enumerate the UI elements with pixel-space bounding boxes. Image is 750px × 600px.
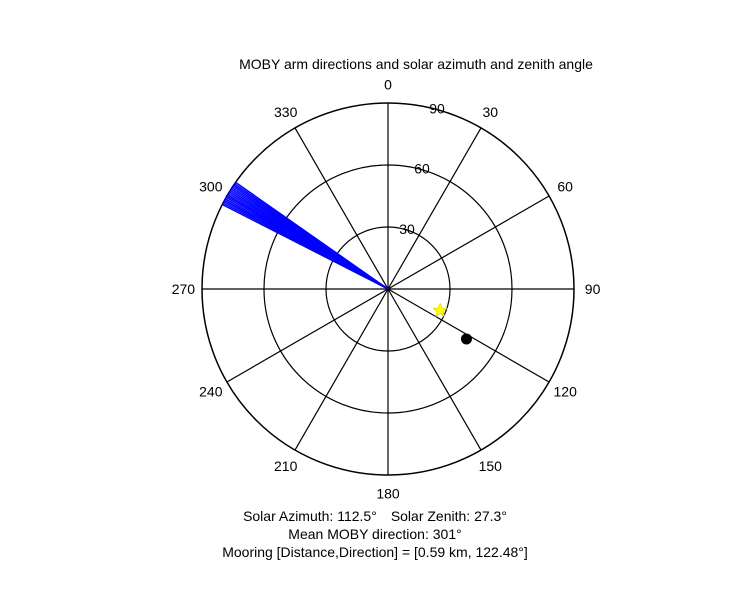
radial-tick-label-30: 30 (399, 221, 415, 237)
solar-zenith-text: Solar Zenith: 27.3° (390, 508, 507, 524)
angle-tick-label-0: 0 (384, 76, 392, 92)
angle-tick-label-210: 210 (274, 458, 298, 474)
grid-spoke-330 (294, 127, 389, 290)
angle-tick-label-240: 240 (199, 383, 223, 399)
grid-spoke-240 (226, 288, 389, 383)
angle-tick-label-300: 300 (199, 179, 223, 195)
arm-direction-fan (221, 181, 389, 290)
grid-spoke-210 (294, 288, 389, 451)
radial-tick-label-60: 60 (414, 161, 430, 177)
angle-tick-label-330: 330 (274, 104, 298, 120)
grid-spoke-60 (387, 195, 550, 290)
mooring-caption: Mooring [Distance,Direction] = [0.59 km,… (222, 544, 528, 560)
radial-tick-labels: 30 60 90 (399, 101, 445, 237)
angle-tick-label-30: 30 (483, 104, 499, 120)
mooring-marker (460, 333, 472, 345)
angle-tick-label-90: 90 (585, 281, 601, 297)
angle-tick-label-270: 270 (172, 281, 196, 297)
angle-tick-label-60: 60 (557, 179, 573, 195)
markers-layer (432, 302, 472, 345)
solar-caption: Solar Azimuth: 112.5° Solar Zenith: 27.3° (0, 507, 750, 525)
angle-tick-label-120: 120 (554, 383, 578, 399)
radial-tick-label-90: 90 (429, 101, 445, 117)
angle-tick-labels: 0 30 60 90 120 150 180 210 240 270 300 330 (172, 76, 601, 501)
grid-spoke-30 (387, 127, 482, 290)
mean-direction-caption: Mean MOBY direction: 301° (288, 526, 462, 542)
grid-spoke-150 (387, 288, 482, 451)
chart-title: MOBY arm directions and solar azimuth an… (239, 56, 593, 72)
arm-direction-line-16 (235, 181, 389, 290)
angle-tick-label-180: 180 (376, 486, 400, 502)
angle-tick-label-150: 150 (479, 458, 503, 474)
solar-azimuth-text: Solar Azimuth: 112.5° (243, 508, 377, 524)
sun-marker (432, 302, 448, 318)
